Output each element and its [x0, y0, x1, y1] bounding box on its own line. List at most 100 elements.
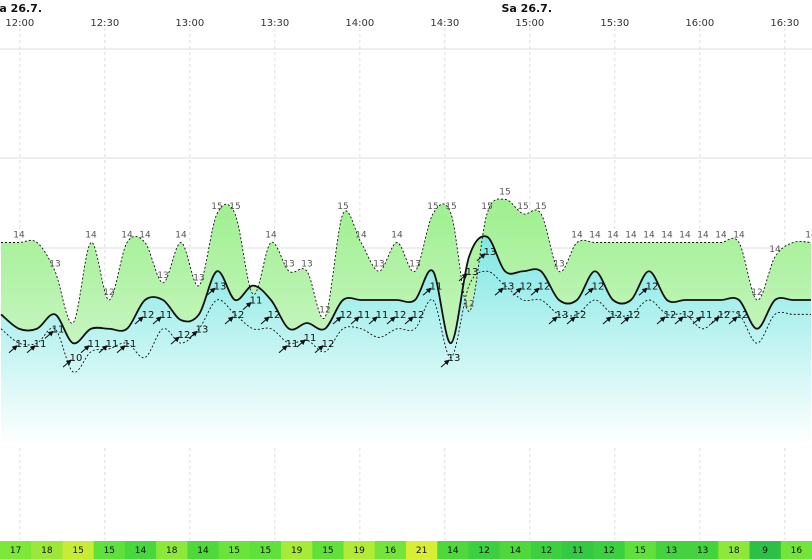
strip-cell-label: 18: [166, 546, 178, 556]
wind-arrow: [422, 287, 432, 296]
wind-speed-label: 12: [538, 281, 551, 292]
wind-arrow: [386, 316, 396, 325]
wind-arrow: [692, 316, 702, 325]
wind-speed-label: 10: [70, 353, 83, 364]
gust-label: 15: [337, 202, 348, 212]
mean-area: [1, 236, 811, 445]
wind-arrow: [476, 253, 486, 262]
time-tick-label: 13:30: [260, 18, 289, 29]
wind-arrow: [494, 287, 504, 296]
gust-label: 14: [769, 245, 781, 255]
series-low-line: [0, 270, 811, 373]
gust-label: 14: [13, 231, 25, 241]
strip-cell-label: 12: [603, 546, 614, 556]
gust-label: 15: [481, 202, 492, 212]
strip-cell-label: 18: [41, 546, 53, 556]
strip-cell-label: 17: [10, 546, 21, 556]
wind-speed-label: 13: [556, 310, 569, 321]
wind-arrow: [116, 345, 126, 354]
gust-label: 14: [265, 231, 277, 241]
wind-arrow: [170, 336, 180, 345]
strip-cell: [406, 541, 438, 559]
strip-cell: [374, 541, 407, 559]
wind-arrow: [260, 316, 270, 325]
wind-arrow: [350, 316, 360, 325]
gust-label: 14: [661, 231, 673, 241]
strip-cell-label: 13: [666, 546, 677, 556]
gust-label: 15: [427, 202, 438, 212]
wind-speed-label: 12: [610, 310, 623, 321]
strip-cell-label: 19: [353, 546, 365, 556]
time-tick-label: 16:30: [770, 18, 799, 29]
gust-label: 15: [499, 187, 510, 197]
wind-arrow: [674, 316, 684, 325]
wind-speed-label: 12: [628, 310, 641, 321]
wind-speed-label: 11: [16, 339, 29, 350]
strip-cell-label: 14: [510, 546, 522, 556]
gust-label: 13: [373, 259, 384, 269]
strip-cell: [312, 541, 345, 559]
wind-speed-label: 13: [502, 281, 515, 292]
wind-speed-label: 11: [286, 339, 299, 350]
gust-label: 13: [49, 259, 60, 269]
wind-speed-label: 11: [376, 310, 389, 321]
wind-arrow: [224, 316, 234, 325]
wind-arrow: [602, 316, 612, 325]
wind-speed-label: 13: [214, 281, 227, 292]
strip-cell-label: 13: [697, 546, 708, 556]
gust-label: 12: [751, 288, 762, 298]
strip-cell-label: 16: [791, 546, 803, 556]
day-label: Sa 26.7.: [502, 2, 553, 15]
strip-cell-label: 15: [104, 546, 115, 556]
wind-arrow: [26, 345, 36, 354]
gust-label: 14: [571, 231, 583, 241]
wind-speed-label: 12: [646, 281, 659, 292]
strip-cell: [187, 541, 220, 559]
area-layer: [1, 198, 811, 445]
wind-speed-label: 11: [304, 333, 317, 344]
strip-cell: [562, 541, 594, 559]
strip-cell: [655, 541, 688, 559]
wind-arrow: [584, 287, 594, 296]
wind-speed-label: 13: [466, 267, 479, 278]
time-tick-label: 15:30: [600, 18, 629, 29]
gust-label: 14: [391, 231, 403, 241]
series-gust-line: [1, 198, 812, 324]
strip-cell-label: 15: [72, 546, 83, 556]
wind-speed-label: 11: [52, 324, 65, 335]
axis-layer: Sa 26.7. Sa 26.7. 12:00 12:30 13:00 13:30 14:0…: [0, 2, 799, 29]
gust-label: 13: [409, 259, 420, 269]
strip-cell: [156, 541, 188, 559]
wind-speed-label: 12: [142, 310, 155, 321]
strip-cell: [499, 541, 532, 559]
wind-arrow: [152, 316, 162, 325]
wind-arrow: [728, 316, 738, 325]
gust-label: 14: [715, 231, 727, 241]
gust-label: 13: [157, 271, 168, 281]
gust-label: 14: [85, 231, 97, 241]
strip-cell: [624, 541, 657, 559]
gust-label: 13: [283, 259, 294, 269]
wind-arrow: [566, 316, 576, 325]
wind-speed-label: 12: [340, 310, 353, 321]
gust-label: 14: [175, 231, 187, 241]
wind-speed-label: 13: [448, 353, 461, 364]
wind-speed-label: 12: [412, 310, 425, 321]
gust-label: 14: [625, 231, 637, 241]
wind-speed-label: 12: [268, 310, 281, 321]
wind-arrow: [188, 330, 198, 339]
wind-speed-label: 13: [196, 324, 209, 335]
strip-cell: [468, 541, 501, 559]
time-tick-label: 13:00: [175, 18, 204, 29]
wind-speed-label: 12: [394, 310, 407, 321]
gust-label: 14: [121, 231, 133, 241]
wind-speed-label: 12: [322, 339, 335, 350]
gust-band: [1, 198, 811, 344]
wind-speed-label: 12: [736, 310, 749, 321]
strip-cell-label: 11: [572, 546, 583, 556]
strip-cell-label: 18: [728, 546, 740, 556]
strip-cell-label: 15: [260, 546, 271, 556]
gust-label: 12: [319, 305, 330, 315]
strip-layer: 17 18 15 15 14 18 14 15 15 19 15 19 16 21 14 12 14 12 11 12…: [0, 541, 812, 559]
